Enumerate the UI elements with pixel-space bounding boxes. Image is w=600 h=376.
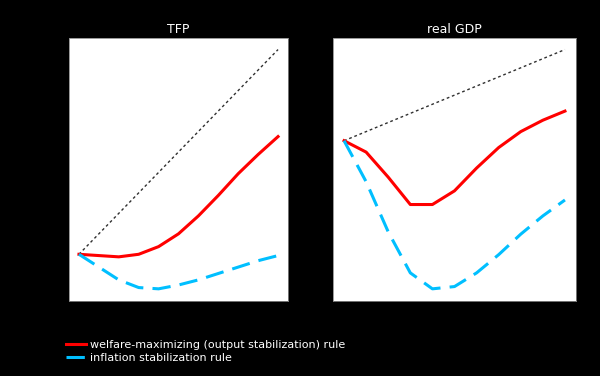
Legend: welfare-maximizing (output stabilization) rule, inflation stabilization rule: welfare-maximizing (output stabilization… [65,340,345,363]
Title: real GDP: real GDP [427,23,482,36]
Title: TFP: TFP [167,23,190,36]
